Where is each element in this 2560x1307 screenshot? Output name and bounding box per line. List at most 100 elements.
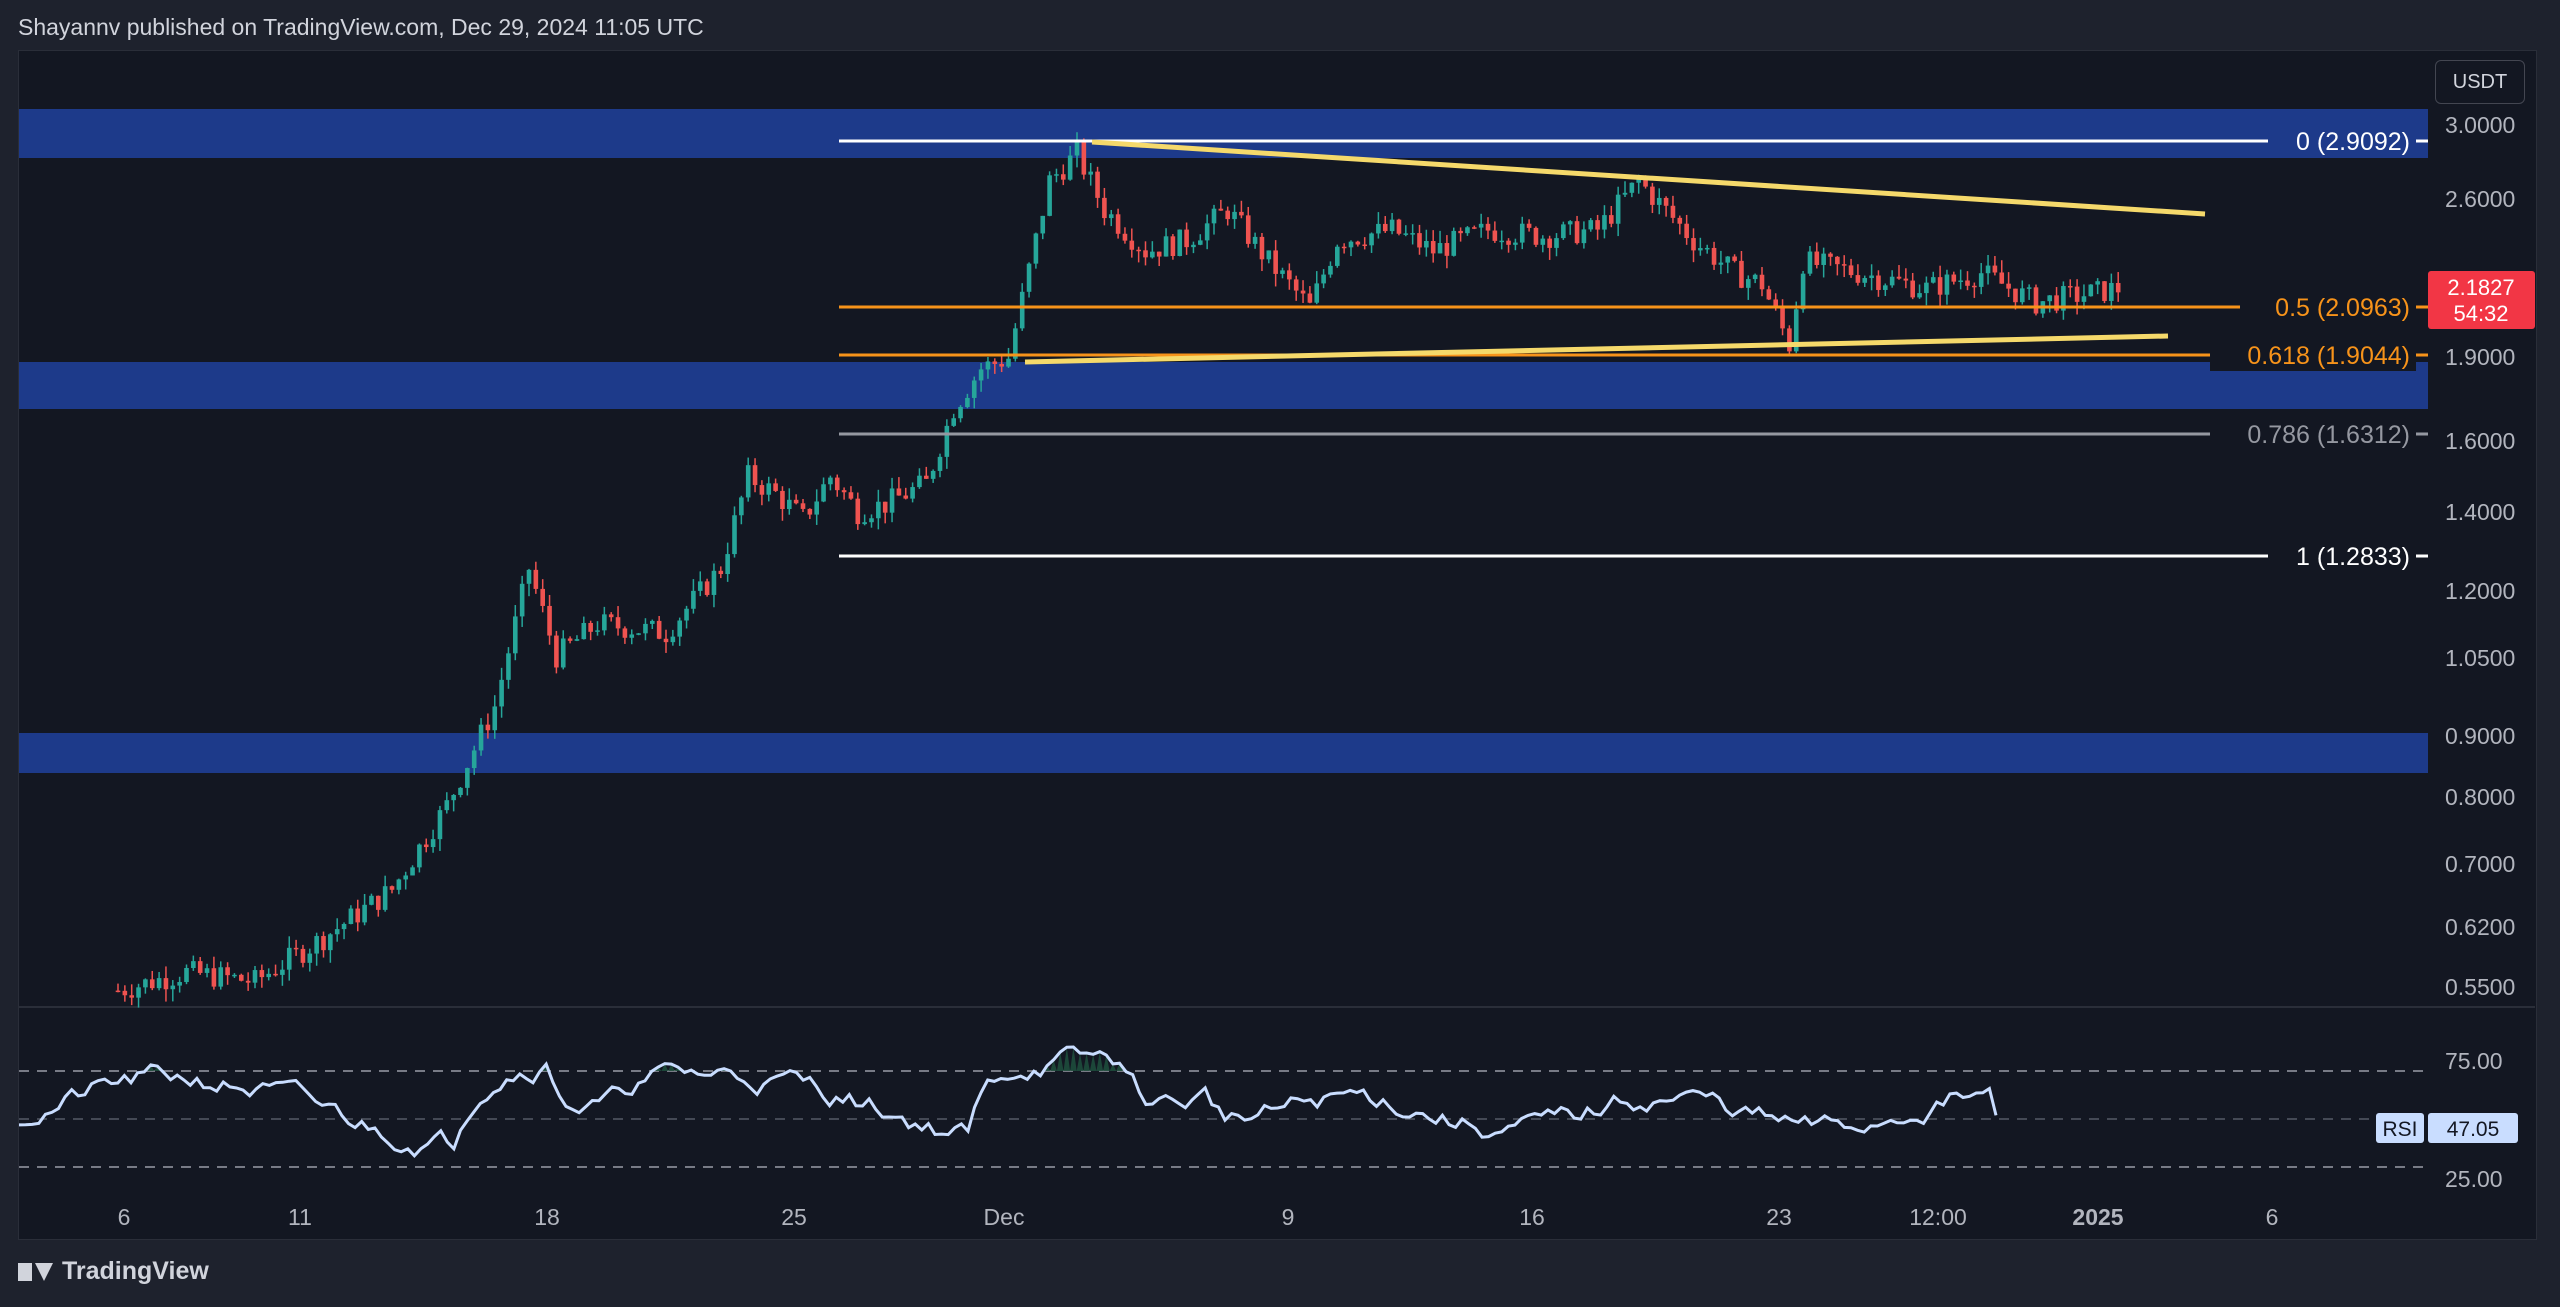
candle-body — [369, 895, 374, 905]
candle-body — [1876, 275, 1881, 290]
candle-body — [841, 490, 847, 493]
time-label: 6 — [118, 1204, 131, 1230]
candle-body — [191, 961, 196, 968]
candle-body — [821, 484, 826, 502]
candle-body — [1704, 247, 1710, 250]
candle-body — [444, 800, 450, 811]
candle-body — [239, 974, 244, 981]
candle-body — [1307, 293, 1313, 303]
candle-body — [999, 363, 1004, 367]
candle-body — [2088, 284, 2094, 297]
candle-body — [1314, 283, 1320, 303]
fib-1-label-bg — [2268, 540, 2416, 572]
candle-body — [2006, 283, 2011, 289]
candle-body — [944, 425, 950, 457]
candle-body — [896, 488, 902, 496]
candle-body — [1492, 230, 1498, 241]
candle-body — [1773, 299, 1778, 308]
candle-body — [643, 623, 648, 634]
candle-body — [2115, 282, 2121, 293]
candle-body — [1444, 243, 1450, 256]
candle-body — [1362, 244, 1367, 247]
candle-body — [1567, 221, 1573, 225]
time-label: 12:00 — [1909, 1204, 1967, 1230]
candle-body — [2081, 296, 2087, 302]
candle-body — [2067, 286, 2073, 288]
candle-body — [924, 475, 929, 479]
candle-body — [1835, 256, 1840, 265]
candle-body — [1513, 242, 1518, 245]
candle-body — [1033, 233, 1039, 264]
candle-body — [465, 768, 470, 788]
candle-body — [739, 497, 744, 516]
time-label: 18 — [534, 1204, 560, 1230]
triangle-lower-line[interactable] — [1024, 333, 2169, 365]
candle-body — [143, 979, 148, 988]
candle-body — [1300, 290, 1306, 294]
candle-body — [430, 839, 436, 848]
publisher-line: Shayannv published on TradingView.com, D… — [18, 14, 704, 40]
candle-body — [458, 787, 463, 795]
candle-body — [184, 967, 189, 983]
candle-body — [1869, 275, 1874, 279]
candle-body — [1191, 244, 1196, 248]
candle-body — [1519, 223, 1525, 243]
candle-body — [1266, 250, 1272, 260]
price-axis: 3.0000 2.6000 1.9000 1.6000 1.4000 1.200… — [2445, 112, 2515, 1000]
price-tick: 0.8000 — [2445, 784, 2515, 810]
candle-body — [1341, 246, 1347, 249]
candle-body — [629, 634, 635, 638]
candle-body — [910, 487, 915, 499]
candle-body — [1211, 208, 1217, 224]
candle-body — [1656, 197, 1662, 205]
candle-body — [1930, 277, 1936, 283]
time-label: 23 — [1766, 1204, 1792, 1230]
candle-body — [1602, 215, 1607, 230]
candle-body — [978, 369, 984, 381]
candle-body — [492, 706, 498, 731]
candle-body — [211, 968, 217, 987]
candle-body — [903, 495, 909, 499]
candle-body — [1245, 215, 1251, 244]
candle-body — [280, 969, 285, 975]
candle-body — [1746, 279, 1751, 288]
candle-body — [1006, 358, 1011, 367]
candle-body — [1156, 251, 1162, 257]
candle-body — [992, 361, 998, 364]
fib-0618-label-bg — [2210, 339, 2416, 371]
candle-body — [1965, 280, 1970, 286]
candle-body — [259, 970, 265, 978]
candle-body — [1650, 186, 1655, 205]
candle-body — [1841, 264, 1847, 266]
candle-body — [1896, 276, 1902, 279]
candle-body — [293, 947, 299, 950]
candle-body — [2013, 288, 2018, 303]
candle-body — [1382, 223, 1388, 232]
current-price-tag — [2428, 271, 2535, 329]
fib-1-label: 1 (1.2833) — [2296, 543, 2410, 571]
candle-body — [1540, 238, 1546, 245]
time-label: 11 — [288, 1204, 312, 1230]
candle-body — [663, 638, 669, 643]
candle-body — [581, 623, 587, 640]
triangle-upper-line[interactable] — [1091, 139, 2206, 217]
candle-body — [1800, 273, 1806, 310]
candle-body — [437, 810, 443, 840]
candle-body — [1670, 205, 1676, 218]
candle-body — [232, 974, 237, 977]
candle-body — [725, 554, 730, 575]
candle-body — [574, 639, 580, 641]
candle-body — [1677, 217, 1683, 224]
candle-body — [417, 844, 422, 868]
price-tick: 0.5500 — [2445, 974, 2515, 1000]
candle-body — [1821, 253, 1826, 265]
candle-body — [745, 465, 751, 498]
candle-body — [314, 936, 319, 954]
currency-button[interactable]: USDT — [2435, 60, 2525, 104]
candle-body — [1889, 276, 1895, 286]
candle-body — [1376, 223, 1381, 234]
candle-body — [1198, 240, 1203, 245]
candle-body — [622, 628, 628, 638]
price-tick: 0.6200 — [2445, 914, 2515, 940]
